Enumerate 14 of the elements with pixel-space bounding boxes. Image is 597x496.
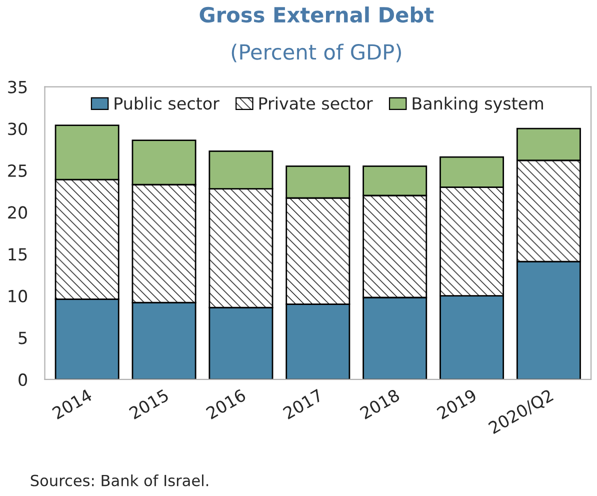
- y-tick-label: 20: [8, 206, 27, 219]
- y-tick-label: 0: [18, 373, 27, 386]
- y-tick-label: 5: [18, 332, 27, 344]
- legend-label: Public sector: [114, 96, 220, 110]
- y-tick-label: 15: [8, 248, 27, 261]
- legend-label: Private sector: [259, 96, 373, 110]
- chart-subtitle: (Percent of GDP): [232, 44, 401, 62]
- source-note: Sources: Bank of Israel.: [30, 474, 208, 486]
- legend-label: Banking system: [412, 96, 543, 113]
- y-tick-label: 10: [8, 290, 27, 302]
- chart-title: Gross External Debt: [200, 6, 434, 23]
- y-tick-label: 25: [8, 164, 27, 177]
- y-tick-label: 35: [8, 80, 27, 94]
- y-tick-label: 30: [8, 122, 27, 136]
